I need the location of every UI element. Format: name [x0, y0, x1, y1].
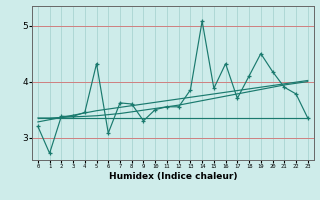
X-axis label: Humidex (Indice chaleur): Humidex (Indice chaleur) [108, 172, 237, 181]
